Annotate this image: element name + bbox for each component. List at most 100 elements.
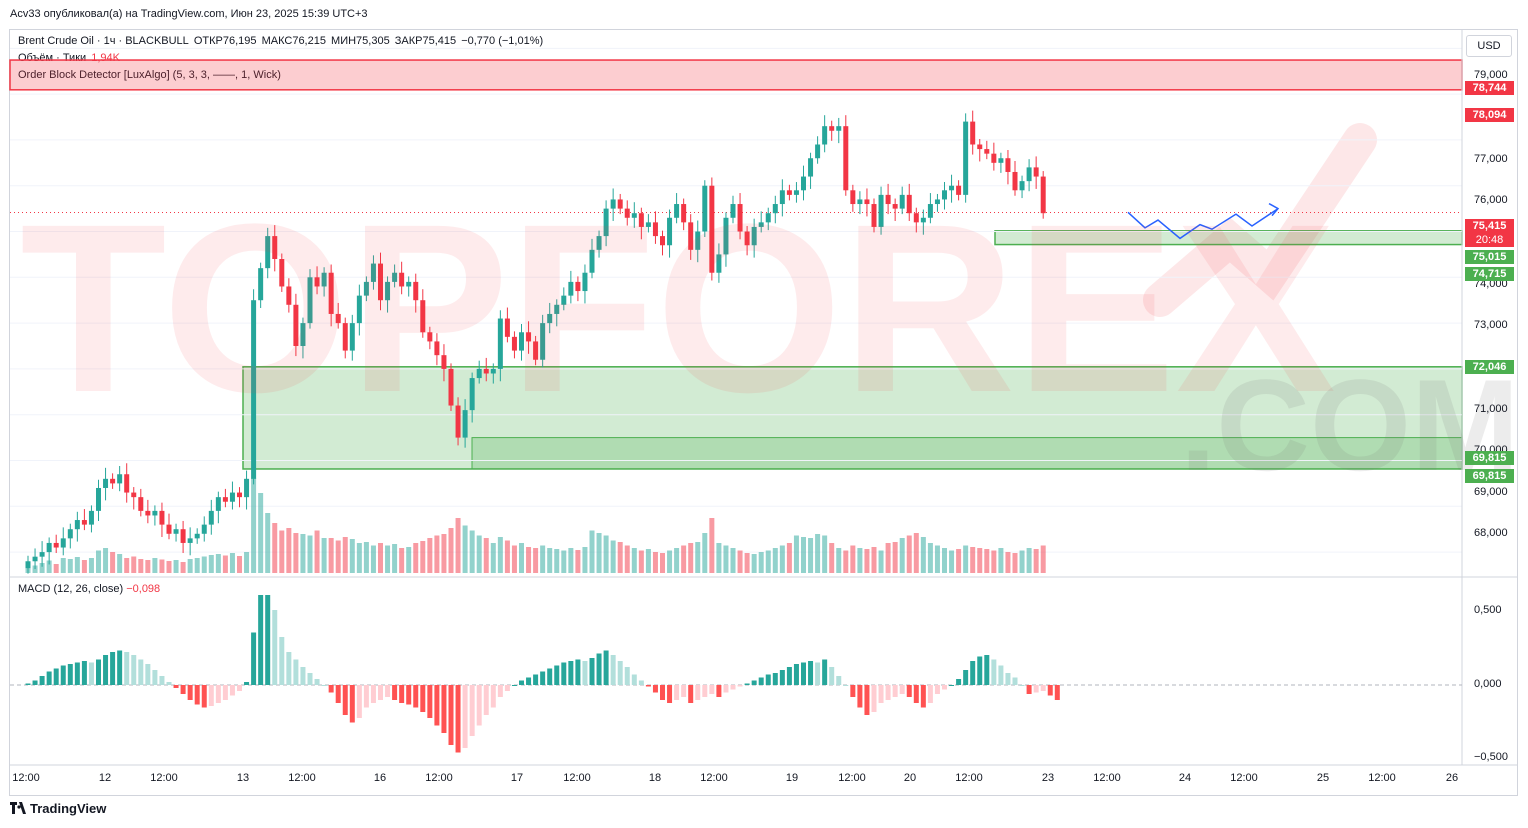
candle-body: [927, 204, 933, 218]
macd-hist-bar: [575, 659, 581, 685]
macd-hist-bar: [519, 680, 524, 685]
candle-body: [723, 217, 729, 255]
volume-bar: [977, 548, 983, 573]
volume-bar: [519, 543, 524, 573]
macd-hist-bar: [822, 659, 828, 685]
macd-hist-bar: [892, 685, 898, 697]
candle-body: [674, 204, 680, 218]
macd-hist-bar: [526, 677, 532, 685]
macd-hist-bar: [540, 671, 546, 685]
macd-label[interactable]: MACD (12, 26, close): [18, 583, 124, 595]
volume-bar: [307, 535, 313, 573]
candle-body: [32, 556, 38, 562]
candle-body: [328, 272, 334, 314]
currency-button[interactable]: USD: [1466, 35, 1512, 57]
macd-hist-bar: [187, 685, 193, 700]
macd-hist-bar: [1012, 677, 1018, 685]
x-tick-label: 17: [510, 772, 524, 784]
candle-body: [667, 217, 673, 246]
candle-body: [321, 272, 327, 287]
volume-bar: [237, 556, 242, 573]
volume-bar: [455, 518, 461, 573]
candle-body: [631, 213, 637, 218]
macd-tick-label: 0,000: [1474, 678, 1502, 690]
y-tick-label: 77,000: [1474, 153, 1508, 165]
candle-body: [286, 286, 292, 305]
volume-bar: [723, 545, 729, 573]
volume-bar: [511, 545, 517, 573]
macd-hist-bar: [899, 685, 905, 694]
candle-body: [652, 222, 658, 237]
volume-bar: [949, 550, 955, 573]
candle-body: [892, 204, 898, 209]
indicator-label[interactable]: Order Block Detector [LuxAlgo] (5, 3, 3,…: [18, 69, 281, 81]
macd-hist-bar: [145, 664, 151, 685]
volume-bar: [927, 543, 933, 573]
macd-hist-bar: [610, 655, 616, 685]
macd-hist-bar: [39, 676, 45, 685]
volume-bar: [645, 549, 651, 573]
volume-bar: [836, 548, 842, 573]
candle-body: [977, 144, 983, 150]
volume-bar: [892, 542, 898, 573]
candle-body: [173, 529, 179, 534]
candle-body: [808, 158, 814, 177]
volume-bar: [561, 550, 567, 573]
demand-zone-inner: [471, 437, 1463, 470]
x-tick-label: 20: [903, 772, 917, 784]
macd-legend: MACD (12, 26, close) −0,098: [18, 583, 160, 595]
candle-body: [638, 213, 644, 227]
candle-body: [222, 497, 228, 502]
macd-hist-bar: [138, 659, 144, 685]
macd-hist-bar: [462, 685, 468, 748]
macd-hist-bar: [349, 685, 355, 723]
candle-body: [258, 268, 264, 301]
candle-body: [765, 213, 771, 223]
x-tick-label: 25: [1316, 772, 1330, 784]
macd-hist-bar: [772, 673, 778, 685]
volume-bar: [497, 537, 503, 573]
macd-hist-bar: [88, 662, 94, 685]
macd-hist-bar: [885, 685, 891, 700]
macd-hist-bar: [857, 685, 863, 708]
macd-hist-bar: [723, 685, 729, 693]
candle-body: [370, 263, 376, 282]
macd-hist-bar: [1026, 685, 1032, 694]
macd-hist-bar: [46, 671, 52, 685]
volume-bar: [822, 535, 828, 573]
demand2-bottom-label: 69,815: [1465, 451, 1514, 465]
ohlc-open: ОТКР76,195: [193, 35, 257, 47]
volume-bar: [674, 548, 680, 573]
candle-body: [850, 190, 856, 205]
brand-label: TradingView: [30, 801, 107, 816]
candle-body: [589, 249, 595, 273]
volume-bar: [913, 533, 919, 573]
volume-bar: [709, 518, 715, 573]
watermark-check-icon: [1143, 123, 1377, 317]
volume-bar: [970, 547, 976, 573]
macd-hist-bar: [124, 652, 130, 685]
volume-bar: [998, 548, 1004, 573]
volume-bar: [378, 543, 383, 573]
volume-bar: [885, 543, 891, 573]
demand-top-label: 75,015: [1465, 250, 1514, 264]
macd-hist-bar: [222, 685, 228, 700]
volume-bar: [702, 533, 708, 573]
macd-hist-bar: [469, 685, 475, 736]
volume-label[interactable]: Объём · Тики: [18, 52, 87, 64]
macd-hist-bar: [53, 668, 59, 685]
volume-bar: [173, 560, 179, 573]
candle-body: [779, 190, 785, 205]
demand-bottom-label: 74,715: [1465, 267, 1514, 281]
volume-bar: [1033, 549, 1039, 573]
tradingview-brand[interactable]: TradingView: [10, 801, 106, 816]
candle-body: [462, 410, 468, 438]
volume-bar: [399, 548, 405, 573]
volume-bar: [96, 550, 101, 573]
macd-hist-bar: [596, 653, 602, 685]
volume-bar: [321, 538, 327, 573]
symbol-name[interactable]: Brent Crude Oil · 1ч · BLACKBULL: [18, 35, 189, 47]
supply-zone: [9, 59, 1463, 91]
volume-bar: [145, 560, 151, 573]
